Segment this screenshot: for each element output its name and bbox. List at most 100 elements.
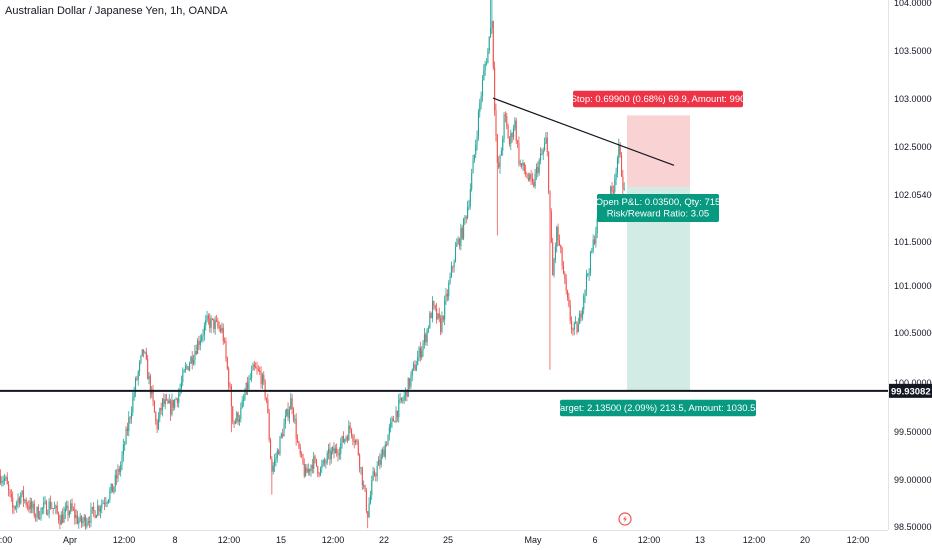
candle-body xyxy=(193,359,195,364)
candle-body xyxy=(368,503,370,518)
position-tool[interactable] xyxy=(627,115,690,391)
candle-body xyxy=(449,276,451,284)
candle-body xyxy=(117,468,119,479)
candle-body xyxy=(252,364,254,371)
candle-body xyxy=(156,420,158,429)
candle-body xyxy=(283,423,285,437)
candle-body xyxy=(344,439,346,443)
candle-body xyxy=(75,515,77,519)
candle-body xyxy=(499,155,501,168)
price-tick-label: 99.50000 xyxy=(894,427,932,437)
candle-body xyxy=(247,382,249,390)
candle-body xyxy=(248,378,250,390)
candle-body xyxy=(507,125,509,139)
candle-body xyxy=(352,435,354,441)
candle-body xyxy=(17,498,19,503)
candle-body xyxy=(282,433,284,437)
candle-body xyxy=(423,334,425,343)
candle-body xyxy=(610,186,612,200)
candle-body xyxy=(140,355,142,363)
candle-body xyxy=(144,352,146,354)
candle-body xyxy=(419,347,421,358)
candle-body xyxy=(434,305,436,309)
time-tick-label: 12:00 xyxy=(322,535,345,545)
lightning-icon[interactable] xyxy=(618,512,632,526)
candle-body xyxy=(130,412,133,419)
drawing-lines[interactable] xyxy=(0,97,888,392)
position-labels: Stop: 0.69900 (0.68%) 69.9, Amount: 990 O… xyxy=(555,90,932,417)
candle-body xyxy=(143,349,145,353)
candle-body xyxy=(24,499,26,501)
candle-body xyxy=(349,425,351,429)
candle-body xyxy=(164,399,166,405)
candle-body xyxy=(421,350,423,358)
candle-body xyxy=(157,417,160,429)
candle-body xyxy=(216,320,218,322)
price-axis[interactable]: 104.00000 103.50000 103.00000 102.50000 102.… xyxy=(894,0,932,532)
candle-body xyxy=(572,329,574,331)
candle-body xyxy=(116,475,118,479)
candle-body xyxy=(436,308,438,320)
candle-body xyxy=(303,464,305,476)
candle-body xyxy=(256,368,258,370)
trendline[interactable] xyxy=(492,97,675,166)
candle-body xyxy=(557,226,559,241)
time-tick-label: 12:00 xyxy=(743,535,766,545)
candle-body xyxy=(514,120,516,129)
candle-body xyxy=(328,448,330,454)
candle-body xyxy=(198,340,200,345)
candle-body xyxy=(356,440,358,442)
candle-body xyxy=(454,246,457,262)
candle-body xyxy=(417,356,419,366)
candle-body xyxy=(8,484,10,491)
candle-body xyxy=(418,347,420,357)
candle-body xyxy=(376,465,378,477)
candle-body xyxy=(159,407,161,418)
candle-body xyxy=(375,475,377,477)
time-tick-label: 12:00 xyxy=(113,535,136,545)
target-label-text: Target: 2.13500 (2.09%) 213.5, Amount: 1… xyxy=(555,403,760,414)
candle-body xyxy=(440,318,442,333)
candle-body xyxy=(446,293,448,297)
candle-body xyxy=(444,299,446,320)
candle-body xyxy=(491,20,493,29)
candle-body xyxy=(345,437,347,440)
candle-body xyxy=(365,490,367,512)
candle-body xyxy=(54,507,56,509)
time-axis[interactable]: 12:00 Apr 12:00 8 12:00 15 12:00 22 25 May 6 12:00 1… xyxy=(0,535,869,545)
candle-body xyxy=(278,450,280,455)
candle-body xyxy=(220,328,222,332)
candle-body xyxy=(76,515,79,524)
candle-body xyxy=(488,36,490,51)
candle-body xyxy=(270,439,272,460)
candle-body xyxy=(20,494,22,504)
candle-body xyxy=(568,297,570,306)
candle-body xyxy=(261,374,263,385)
candle-body xyxy=(222,327,224,342)
candle-body xyxy=(553,259,555,276)
candle-body xyxy=(422,342,424,351)
candle-body xyxy=(542,149,544,154)
candle-body xyxy=(415,365,417,371)
candle-body xyxy=(295,419,297,439)
candle-body xyxy=(430,313,432,319)
candle-body xyxy=(118,468,120,472)
candle-body xyxy=(141,349,143,356)
candle-body xyxy=(403,395,405,401)
candle-body xyxy=(203,325,205,335)
candle-body xyxy=(556,226,558,247)
candle-body xyxy=(457,238,459,244)
candle-body xyxy=(102,502,104,504)
candle-body xyxy=(189,363,191,371)
candle-body xyxy=(487,50,489,64)
stop-label-text: Stop: 0.69900 (0.68%) 69.9, Amount: 990 xyxy=(571,94,746,105)
candle-body xyxy=(264,380,266,398)
candle-body xyxy=(315,458,317,467)
candle-body xyxy=(98,505,100,512)
candle-body xyxy=(508,138,511,144)
candle-body xyxy=(291,398,293,410)
candle-body xyxy=(531,178,533,183)
candle-body xyxy=(183,369,185,373)
candle-body xyxy=(49,501,52,509)
